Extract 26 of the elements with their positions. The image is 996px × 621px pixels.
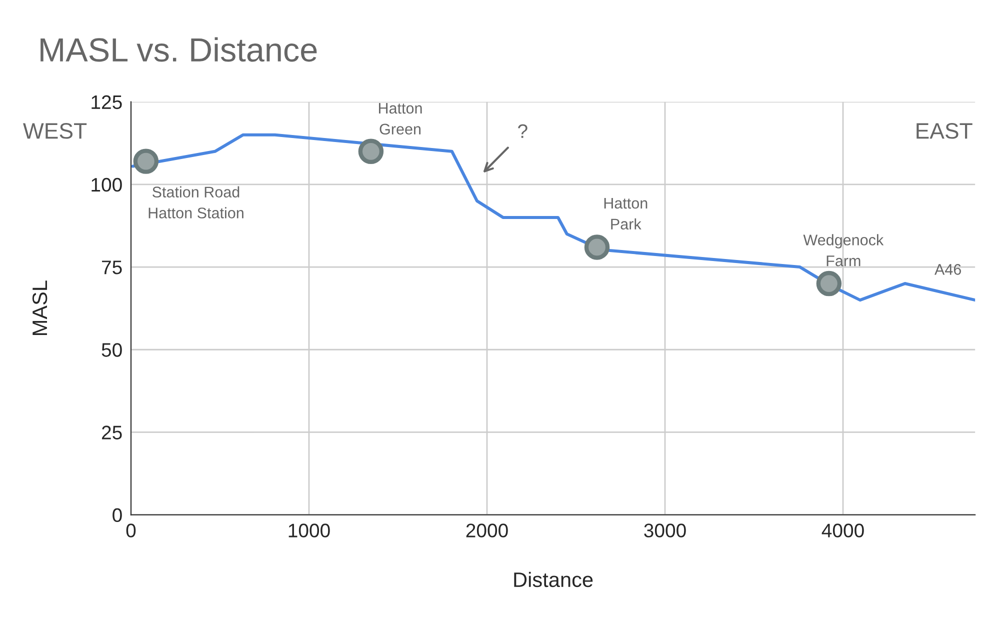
x-tick-label: 4000 xyxy=(822,524,864,538)
annotation: ? xyxy=(518,124,528,138)
x-tick-label: 3000 xyxy=(644,524,686,538)
chart-title: MASL vs. Distance xyxy=(40,37,317,62)
text: WEST xyxy=(23,123,87,139)
point xyxy=(584,234,610,260)
y-tick-label: 50 xyxy=(102,343,122,357)
x-tick-label: 0 xyxy=(126,524,136,538)
y-tick-label: 75 xyxy=(102,260,122,274)
annotation: Hatton Park xyxy=(604,198,648,230)
point xyxy=(133,148,159,174)
x-axis-title: Distance xyxy=(514,572,593,588)
annotation: Wedgenock Farm xyxy=(803,234,884,266)
y-tick-label: 25 xyxy=(102,426,122,440)
annotation: EAST xyxy=(916,123,972,139)
y-tick-label: 0 xyxy=(112,508,122,522)
annotation: Station Road Hatton Station xyxy=(148,186,244,218)
y-tick-label: 125 xyxy=(92,95,122,110)
annotation: Hatton Green xyxy=(378,103,422,135)
point xyxy=(816,270,842,296)
point xyxy=(358,138,384,164)
y-axis-title: MASL xyxy=(32,280,48,335)
x-tick-label: 1000 xyxy=(288,524,330,538)
y-tick-label: 100 xyxy=(92,178,122,192)
x-tick-label: 2000 xyxy=(466,524,508,538)
annotation: A46 xyxy=(934,264,961,275)
